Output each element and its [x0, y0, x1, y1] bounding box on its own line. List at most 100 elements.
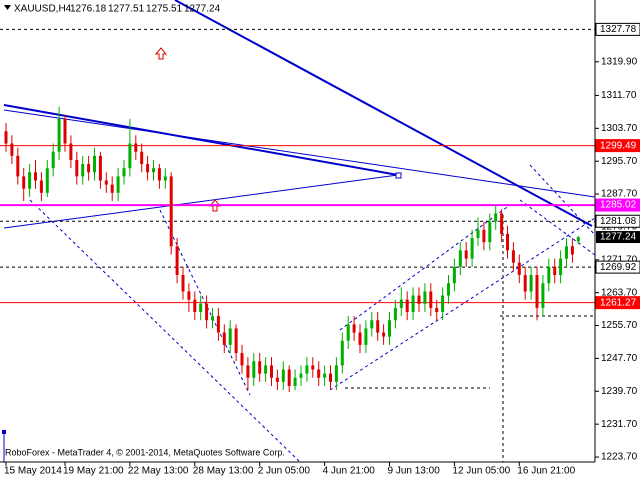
candle-body	[334, 365, 338, 382]
candle-body	[411, 295, 415, 312]
candle-body	[193, 299, 197, 312]
candle-body	[128, 143, 132, 169]
channel-line	[329, 217, 596, 391]
candle-body	[270, 365, 273, 378]
candle-body	[234, 328, 238, 354]
y-tick-label: 1247.70	[601, 353, 638, 364]
candle-body	[146, 164, 150, 173]
candle-body	[299, 373, 303, 378]
candle-body	[252, 361, 256, 378]
candle-body	[34, 172, 37, 181]
y-tick-label: 1239.70	[601, 386, 638, 397]
x-tick-label: 15 May 2014	[4, 466, 62, 477]
candle-body	[287, 369, 291, 386]
close-price: 1277.24	[184, 4, 221, 15]
candle-body	[553, 266, 557, 276]
candle-body	[323, 373, 327, 378]
candle-body	[447, 283, 450, 296]
candle-body	[264, 365, 268, 374]
price-labels: 1327.78 1299.49 1285.02 1281.08 1269.92 1261.…	[595, 22, 640, 310]
candle-body	[358, 332, 362, 345]
x-tick-label: 4 Jun 21:00	[323, 466, 376, 477]
drawings	[2, 0, 596, 463]
candle-body	[506, 233, 509, 251]
y-tick-label: 1255.70	[601, 320, 638, 331]
candle-body	[4, 131, 8, 144]
candle-body	[523, 275, 527, 292]
level-label-box	[595, 296, 640, 310]
candle-body	[452, 266, 456, 284]
candle-body	[39, 180, 43, 193]
candle-body	[93, 155, 96, 173]
candle-body	[22, 176, 26, 189]
candle-body	[576, 237, 580, 242]
candle-body	[488, 221, 492, 243]
y-tick-label: 1223.70	[601, 452, 638, 463]
x-tick-label: 9 Jun 13:00	[388, 466, 441, 477]
y-tick-label: 1319.90	[601, 56, 638, 67]
candle-body	[275, 377, 279, 382]
trend-line	[3, 174, 399, 229]
candle-body	[382, 332, 386, 337]
candle-body	[535, 275, 539, 308]
line-anchor	[2, 430, 6, 434]
candle-body	[140, 151, 144, 165]
x-tick-label: 16 Jun 21:00	[517, 466, 575, 477]
high-price: 1277.51	[108, 4, 145, 15]
candle-body	[216, 316, 220, 333]
candle-body	[116, 176, 120, 193]
level-label-box	[595, 198, 640, 212]
candle-body	[122, 168, 126, 177]
level-label: 1327.78	[600, 24, 637, 35]
candle-body	[104, 180, 108, 185]
y-tick-label: 1295.70	[601, 156, 638, 167]
level-label-box	[595, 139, 640, 153]
y-tick-label: 1231.70	[601, 419, 638, 430]
level-label-box	[595, 22, 640, 36]
candle-body	[464, 250, 468, 259]
level-label: 1281.08	[600, 216, 637, 227]
candle-body	[152, 168, 155, 173]
candle-body	[305, 365, 309, 374]
y-tick-label: 1311.70	[601, 90, 637, 101]
candle-body	[187, 291, 191, 300]
candle-body	[199, 303, 203, 312]
x-tick-label: 19 May 21:00	[63, 466, 124, 477]
candle-body	[547, 266, 551, 284]
candle-body	[570, 246, 574, 255]
candle-body	[281, 369, 285, 382]
y-tick-label: 1303.70	[601, 123, 638, 134]
footer: RoboForex - MetaTrader 4, © 2001-2014, M…	[5, 447, 285, 457]
candle-body	[205, 303, 209, 321]
current-price-label: 1277.24	[600, 232, 637, 243]
candle-body	[81, 164, 85, 177]
x-tick-label: 12 Jun 05:00	[452, 466, 510, 477]
candle-body	[417, 295, 421, 304]
menu-icon	[4, 5, 11, 10]
candle-body	[399, 299, 403, 308]
line-anchor	[395, 172, 402, 179]
candle-body	[494, 213, 498, 222]
candle-body	[45, 168, 49, 193]
candle-body	[163, 176, 167, 181]
channel-line	[529, 164, 596, 236]
candle-body	[329, 373, 332, 382]
candle-body	[240, 353, 244, 366]
candle-body	[529, 275, 533, 292]
candle-body	[423, 291, 427, 304]
candle-body	[246, 365, 250, 378]
candle-body	[388, 320, 391, 337]
level-label: 1285.02	[600, 200, 637, 211]
candle-body	[405, 299, 409, 312]
candles	[4, 106, 580, 393]
y-tick-label: 1263.70	[601, 287, 638, 298]
candle-body	[565, 246, 568, 259]
up-arrow	[154, 47, 168, 60]
candle-body	[75, 159, 79, 177]
candle-body	[340, 340, 344, 366]
y-tick-label: 1271.70	[601, 254, 638, 265]
candle-body	[429, 291, 433, 308]
candle-body	[482, 229, 486, 243]
candle-body	[87, 164, 91, 173]
trend-line	[3, 109, 596, 198]
